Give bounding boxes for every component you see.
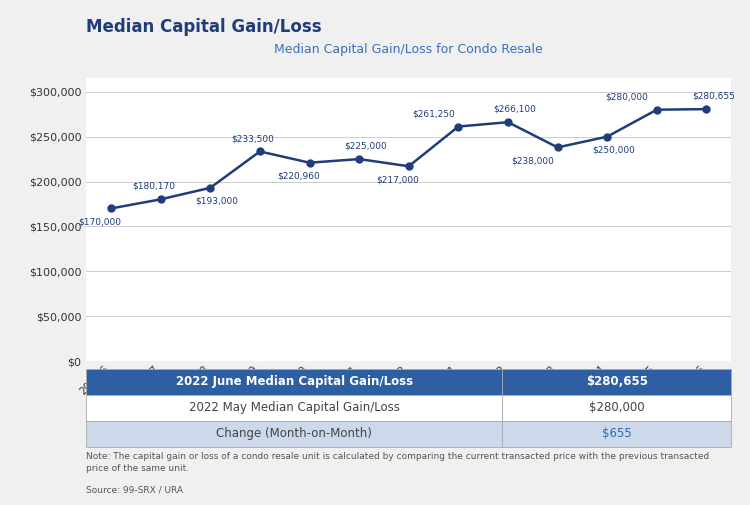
- Text: $180,170: $180,170: [132, 182, 176, 191]
- Text: Median Capital Gain/Loss: Median Capital Gain/Loss: [86, 18, 322, 36]
- Text: Median Capital Gain/Loss for Condo Resale: Median Capital Gain/Loss for Condo Resal…: [274, 43, 543, 56]
- Text: 2022 May Median Capital Gain/Loss: 2022 May Median Capital Gain/Loss: [189, 401, 400, 414]
- Text: $217,000: $217,000: [376, 175, 419, 184]
- Point: [551, 143, 563, 152]
- Point: [651, 106, 663, 114]
- Text: $280,000: $280,000: [589, 401, 644, 414]
- Text: $261,250: $261,250: [412, 109, 454, 118]
- Text: $250,000: $250,000: [592, 145, 635, 155]
- Text: $193,000: $193,000: [196, 197, 238, 206]
- Point: [105, 205, 117, 213]
- Text: $225,000: $225,000: [345, 142, 388, 150]
- Point: [602, 133, 613, 141]
- Text: $280,655: $280,655: [692, 92, 735, 101]
- Point: [154, 195, 166, 204]
- Point: [353, 155, 365, 163]
- Text: $238,000: $238,000: [512, 157, 554, 166]
- Point: [254, 147, 266, 156]
- Point: [502, 118, 514, 126]
- Text: 2022 June Median Capital Gain/Loss: 2022 June Median Capital Gain/Loss: [176, 375, 413, 388]
- Text: Source: 99-SRX / URA: Source: 99-SRX / URA: [86, 486, 183, 495]
- Text: $220,960: $220,960: [277, 172, 320, 181]
- Text: $170,000: $170,000: [79, 218, 122, 227]
- Text: $280,655: $280,655: [586, 375, 648, 388]
- Text: $233,500: $233,500: [232, 134, 274, 143]
- Point: [403, 162, 415, 170]
- Text: $280,000: $280,000: [604, 92, 648, 102]
- Text: Change (Month-on-Month): Change (Month-on-Month): [216, 427, 372, 440]
- Point: [700, 105, 712, 113]
- Text: Note: The capital gain or loss of a condo resale unit is calculated by comparing: Note: The capital gain or loss of a cond…: [86, 452, 710, 474]
- Point: [452, 123, 464, 131]
- Text: $655: $655: [602, 427, 632, 440]
- Point: [304, 159, 316, 167]
- Text: $266,100: $266,100: [494, 105, 536, 114]
- Point: [204, 184, 216, 192]
